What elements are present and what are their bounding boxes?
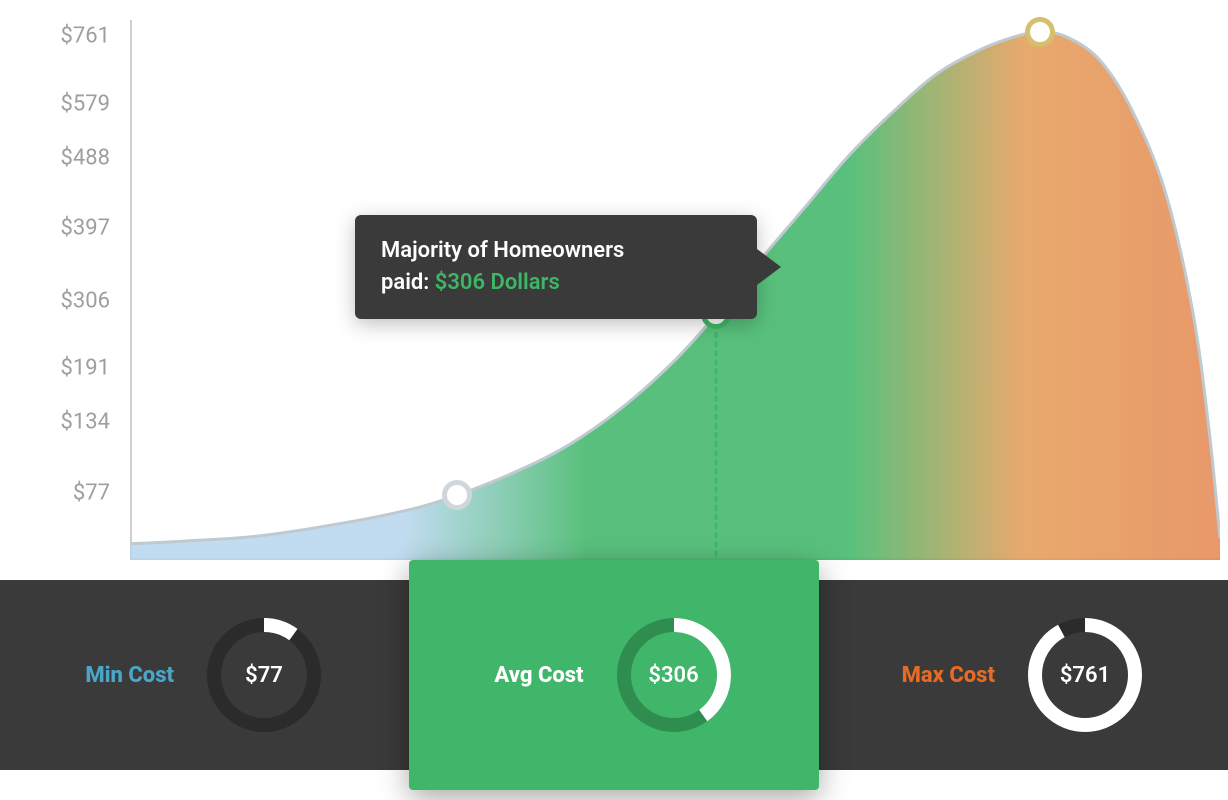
tooltip-arrow-icon <box>757 249 781 285</box>
tooltip-line2: paid: $306 Dollars <box>381 267 731 299</box>
y-axis-tick-label: $191 <box>0 356 110 381</box>
y-axis-tick-label: $134 <box>0 410 110 435</box>
chart-area: $761 $579 $488 $397 $306 $191 $134 $77 Majority… <box>0 0 1228 580</box>
cost-infographic: $761 $579 $488 $397 $306 $191 $134 $77 Majority… <box>0 0 1228 800</box>
stat-label-avg: Avg Cost <box>494 663 583 688</box>
stat-card-min: Min Cost $77 <box>0 580 409 770</box>
y-axis-tick-label: $488 <box>0 145 110 170</box>
stat-label-min: Min Cost <box>85 663 174 688</box>
y-axis-tick-label: $306 <box>0 288 110 313</box>
y-axis-labels: $761 $579 $488 $397 $306 $191 $134 $77 <box>0 0 120 580</box>
tooltip-highlight: $306 Dollars <box>435 270 560 295</box>
stat-bar: Min Cost $77 Avg Cost $306 Max Cost <box>0 580 1228 770</box>
stat-value-max: $761 <box>1025 615 1145 735</box>
y-axis-tick-label: $761 <box>0 24 110 49</box>
stat-value-min: $77 <box>204 615 324 735</box>
tooltip-line2-prefix: paid: <box>381 270 435 295</box>
stat-card-max: Max Cost $761 <box>819 580 1228 770</box>
stat-card-avg: Avg Cost $306 <box>409 560 818 790</box>
marker-min <box>442 480 472 510</box>
y-axis-tick-label: $77 <box>0 480 110 505</box>
y-axis-tick-label: $397 <box>0 215 110 240</box>
tooltip-avg: Majority of Homeowners paid: $306 Dollar… <box>355 215 757 319</box>
stat-label-max: Max Cost <box>902 663 995 688</box>
y-axis-tick-label: $579 <box>0 91 110 116</box>
stat-value-avg: $306 <box>614 615 734 735</box>
donut-avg: $306 <box>614 615 734 735</box>
tooltip-line1: Majority of Homeowners <box>381 235 731 267</box>
marker-max <box>1025 17 1055 47</box>
donut-min: $77 <box>204 615 324 735</box>
donut-max: $761 <box>1025 615 1145 735</box>
